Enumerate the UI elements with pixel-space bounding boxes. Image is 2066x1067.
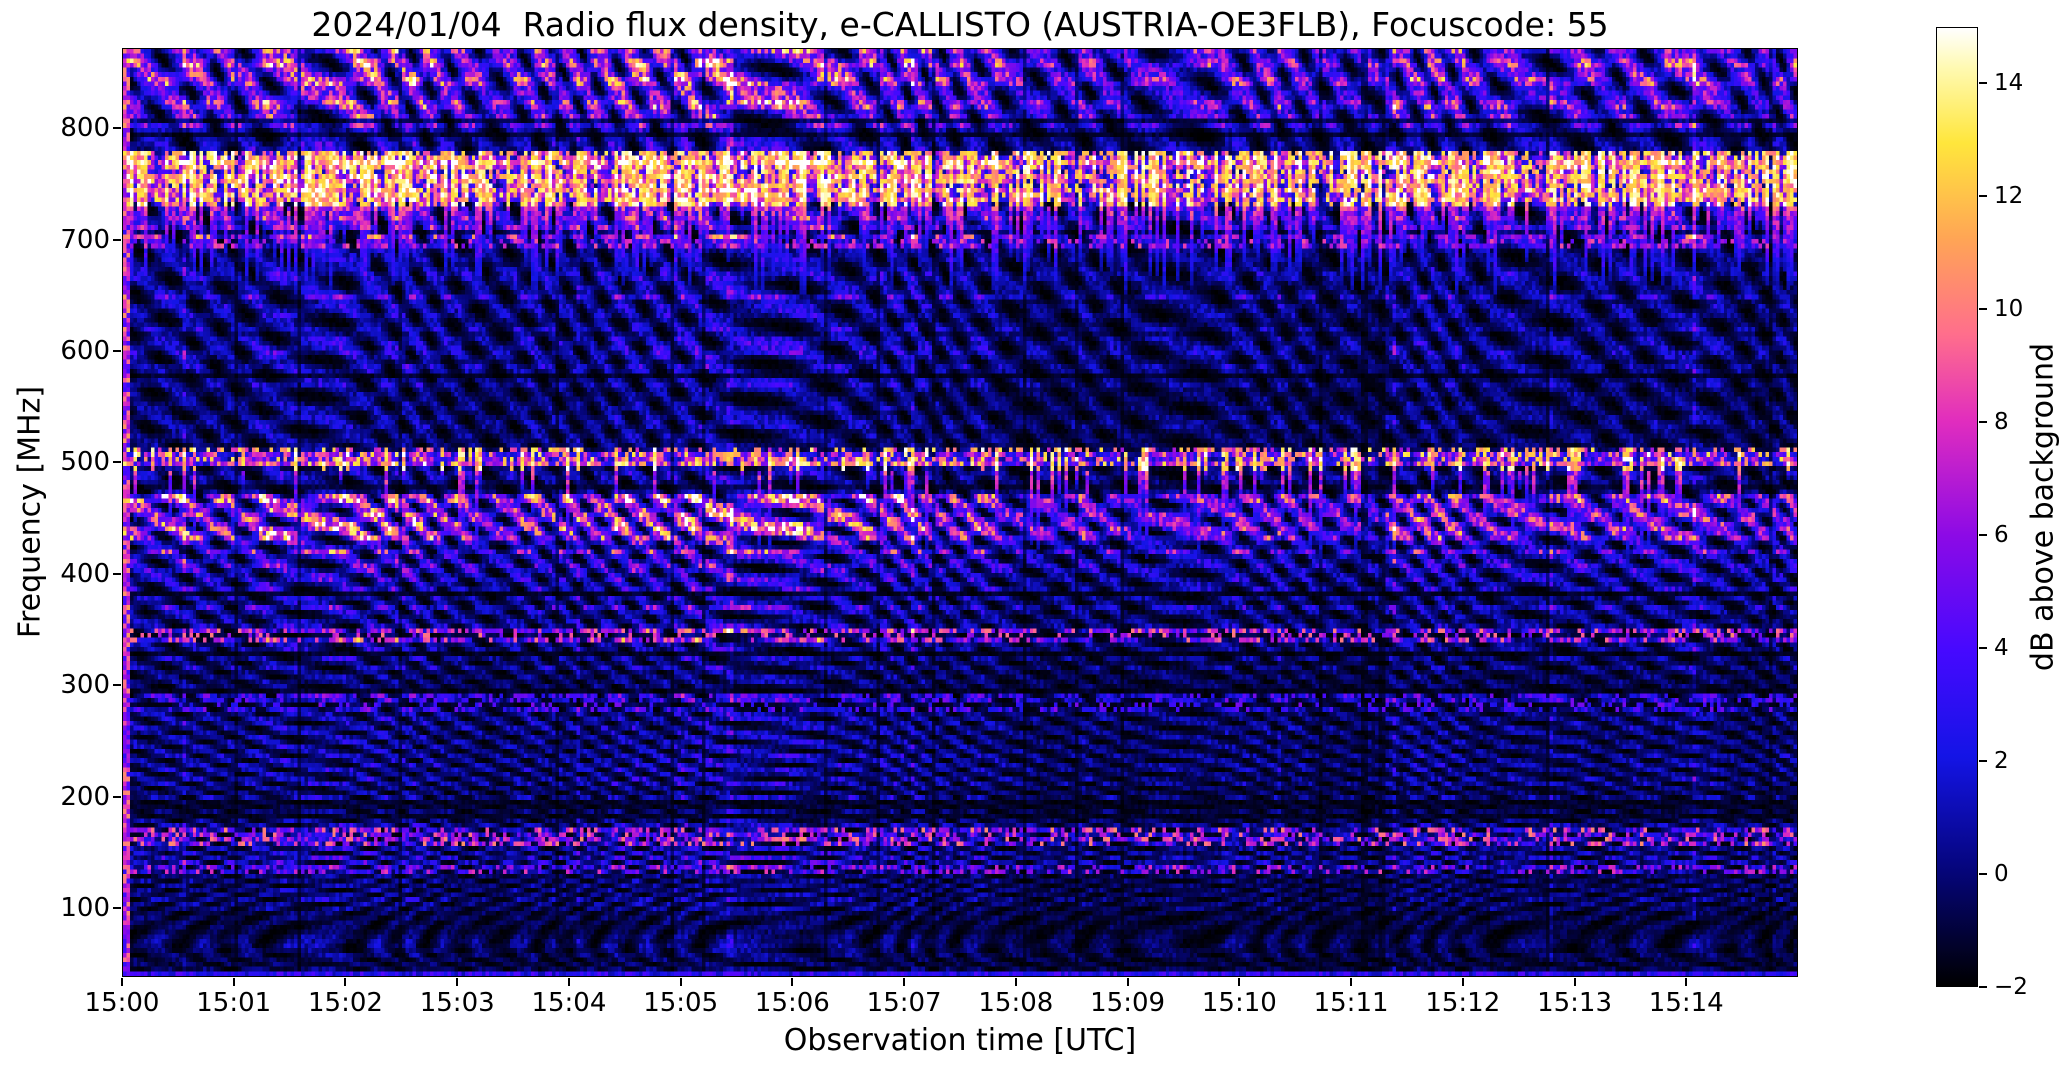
x-tick-mark (1573, 978, 1576, 986)
x-tick-mark (232, 978, 235, 986)
y-tick-label: 300 (60, 670, 110, 701)
colorbar-tick-label: 2 (1994, 748, 2009, 775)
y-tick-mark (113, 238, 121, 241)
y-tick-mark (113, 461, 121, 464)
x-tick-mark (1685, 978, 1688, 986)
x-tick-mark (1461, 978, 1464, 986)
x-tick-mark (1126, 978, 1129, 986)
plot-area (122, 48, 1798, 977)
y-tick-label: 500 (60, 447, 110, 478)
x-tick-mark (344, 978, 347, 986)
y-tick-mark (113, 349, 121, 352)
y-tick-mark (113, 906, 121, 909)
colorbar-tick-mark (1979, 760, 1987, 763)
colorbar-tick-mark (1979, 195, 1987, 198)
y-tick-mark (113, 572, 121, 575)
y-tick-label: 400 (60, 558, 110, 589)
x-tick-label: 15:05 (643, 988, 719, 1018)
colorbar-tick-mark (1979, 421, 1987, 424)
colorbar-tick-mark (1979, 873, 1987, 876)
x-tick-mark (456, 978, 459, 986)
x-tick-mark (1350, 978, 1353, 986)
x-tick-label: 15:12 (1425, 988, 1501, 1018)
colorbar-label: dB above background (2025, 342, 2061, 672)
x-tick-label: 15:06 (754, 988, 830, 1018)
x-tick-label: 15:14 (1648, 988, 1724, 1018)
x-tick-mark (567, 978, 570, 986)
chart-title: 2024/01/04 Radio flux density, e-CALLIST… (311, 5, 1609, 44)
x-tick-mark (1238, 978, 1241, 986)
x-tick-label: 15:01 (196, 988, 272, 1018)
y-tick-label: 100 (60, 892, 110, 923)
colorbar-tick-mark (1979, 82, 1987, 85)
colorbar-tick-mark (1979, 986, 1987, 988)
colorbar-tick-mark (1979, 647, 1987, 650)
colorbar-tick-label: 8 (1994, 409, 2009, 436)
colorbar-tick-label: 10 (1994, 296, 2024, 323)
colorbar-tick-label: 6 (1994, 522, 2009, 549)
x-tick-label: 15:04 (531, 988, 607, 1018)
y-tick-label: 600 (60, 335, 110, 366)
y-tick-label: 800 (60, 113, 110, 144)
colorbar-tick-label: 12 (1994, 183, 2024, 210)
x-tick-label: 15:09 (1090, 988, 1166, 1018)
colorbar-tick-mark (1979, 534, 1987, 537)
x-tick-label: 15:00 (84, 988, 160, 1018)
x-axis-label: Observation time [UTC] (783, 1023, 1137, 1058)
colorbar-tick-mark (1979, 308, 1987, 311)
x-tick-mark (903, 978, 906, 986)
x-tick-mark (121, 978, 123, 986)
colorbar-tick-label: 14 (1994, 70, 2024, 97)
colorbar-tick-label: 0 (1994, 861, 2009, 888)
spectrogram-heatmap (123, 49, 1797, 976)
x-tick-label: 15:02 (307, 988, 383, 1018)
colorbar-tick-label: −2 (1994, 974, 2028, 1000)
colorbar (1936, 27, 1978, 987)
y-tick-mark (113, 127, 121, 130)
x-tick-label: 15:13 (1537, 988, 1612, 1018)
y-axis-label: Frequency [MHz] (12, 385, 48, 639)
x-tick-label: 15:08 (978, 988, 1054, 1018)
y-tick-mark (113, 684, 121, 687)
y-tick-label: 700 (60, 224, 110, 255)
y-tick-mark (113, 795, 121, 798)
colorbar-tick-label: 4 (1994, 635, 2009, 662)
x-tick-mark (791, 978, 794, 986)
x-tick-label: 15:11 (1313, 988, 1389, 1018)
y-tick-label: 200 (60, 781, 110, 812)
x-tick-mark (1014, 978, 1017, 986)
x-tick-label: 15:03 (419, 988, 495, 1018)
x-tick-label: 15:10 (1201, 988, 1277, 1018)
x-tick-label: 15:07 (866, 988, 942, 1018)
x-tick-mark (679, 978, 682, 986)
